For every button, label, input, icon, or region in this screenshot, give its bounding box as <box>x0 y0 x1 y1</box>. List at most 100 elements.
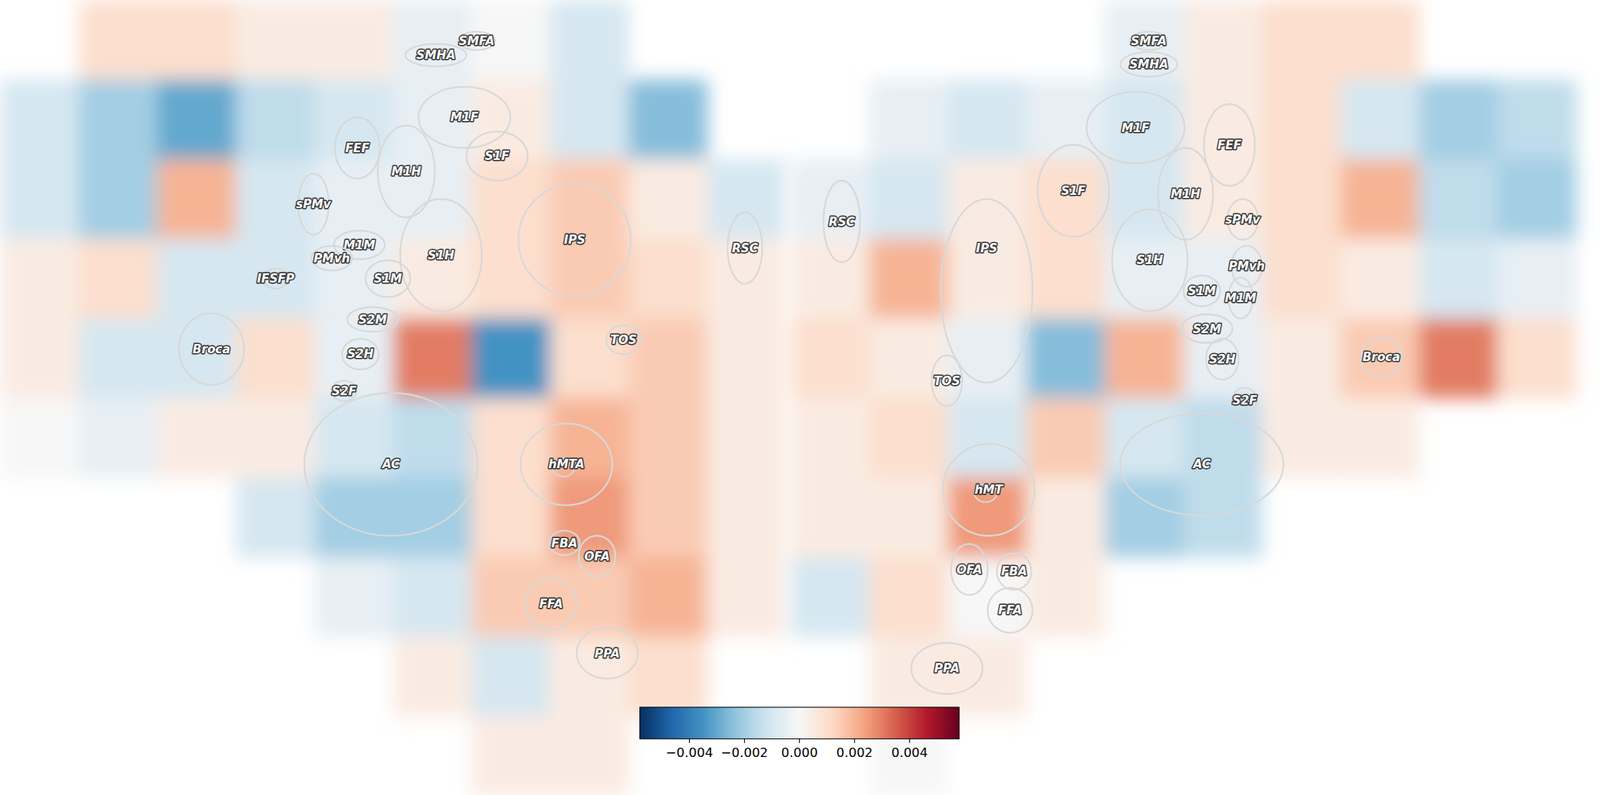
roi-outline <box>1086 91 1185 163</box>
cell <box>948 79 1028 160</box>
cell <box>235 0 316 80</box>
cell <box>157 159 237 239</box>
cell <box>393 636 473 717</box>
roi-label: S1F <box>1060 183 1086 198</box>
roi-outline <box>1130 31 1168 51</box>
cell <box>235 79 316 160</box>
roi-outline <box>365 259 411 297</box>
cell <box>1497 159 1577 239</box>
cell <box>393 398 473 478</box>
roi-outline <box>942 443 1035 536</box>
cell <box>1419 159 1499 239</box>
cell <box>628 636 708 717</box>
cell <box>314 557 394 638</box>
roi-label: sPMv <box>1225 212 1261 227</box>
cell <box>235 477 316 558</box>
roi-label: AC <box>381 457 400 471</box>
cell <box>1026 398 1106 478</box>
cell <box>628 557 708 638</box>
roi-outline <box>931 354 963 406</box>
cell <box>1026 238 1106 319</box>
roi-label: RSC <box>731 241 759 256</box>
cell <box>157 0 237 80</box>
roi-outline <box>987 587 1033 633</box>
roi-label: TOS <box>610 332 638 347</box>
cell <box>1183 0 1263 80</box>
roi-outline <box>576 626 638 679</box>
cell <box>869 79 949 160</box>
cell <box>1419 238 1499 319</box>
cell <box>550 159 630 239</box>
roi-label: S1M <box>374 271 402 286</box>
cell <box>1340 238 1420 319</box>
cell <box>1419 79 1499 160</box>
roi-label: M1H <box>391 164 422 179</box>
cell <box>471 398 551 478</box>
cell <box>550 716 630 795</box>
tick <box>909 738 911 743</box>
roi-outline <box>1205 338 1239 380</box>
tick <box>799 738 800 743</box>
roi-label: TOS <box>933 374 960 388</box>
roi-outline <box>727 211 763 284</box>
roi-outline <box>400 198 482 312</box>
cell <box>1183 238 1263 319</box>
cell <box>1340 398 1420 478</box>
cell <box>1340 79 1420 160</box>
cell <box>0 318 80 399</box>
roi-outline <box>1120 412 1284 515</box>
roi-label: FBA <box>1000 564 1028 579</box>
roi-label: S2M <box>358 312 387 327</box>
tick-label: 0.002 <box>836 744 873 760</box>
cell <box>1104 398 1185 478</box>
cell <box>869 238 949 319</box>
cell <box>790 398 870 478</box>
roi-label: Broca <box>1362 349 1401 364</box>
cell <box>706 477 787 558</box>
roi-outline <box>549 530 580 556</box>
roi-label: FFA <box>539 596 563 611</box>
roi-label: PMvh <box>1228 259 1265 274</box>
roi-outline <box>520 423 613 506</box>
cell <box>471 477 551 558</box>
roi-outline <box>1361 336 1403 378</box>
roi-outline <box>823 180 860 263</box>
roi-label: M1F <box>450 110 480 125</box>
cell <box>1340 318 1420 399</box>
cell <box>550 477 630 558</box>
cell <box>869 636 949 717</box>
cell <box>869 159 949 239</box>
roi-outline <box>405 44 467 67</box>
cell <box>0 238 80 319</box>
cell <box>235 238 316 319</box>
roi-label: S1H <box>427 248 454 263</box>
cell <box>628 79 708 160</box>
cell <box>1261 238 1341 319</box>
roi-outline <box>1111 208 1188 311</box>
cell <box>1026 557 1106 638</box>
roi-label: SMFA <box>1131 34 1168 49</box>
cell <box>706 318 787 399</box>
roi-label: S2H <box>1208 352 1236 367</box>
roi-label: sPMv <box>296 197 333 212</box>
cell <box>628 318 708 399</box>
roi-outline <box>178 313 244 385</box>
roi-outline <box>997 552 1033 589</box>
roi-label: S1F <box>484 148 510 163</box>
roi-outline <box>910 642 983 694</box>
roi-label: SMHA <box>1129 57 1168 72</box>
roi-label: FBA <box>551 536 579 551</box>
cell <box>948 477 1028 558</box>
cell <box>235 398 316 478</box>
roi-outline <box>304 392 478 536</box>
cell <box>1340 0 1420 80</box>
roi-label: IFSFP <box>256 271 295 286</box>
cell <box>790 238 870 319</box>
roi-label: IPS <box>564 232 586 247</box>
roi-label: S2M <box>1192 322 1221 336</box>
roi-outline <box>1232 387 1258 413</box>
hemisphere <box>790 0 1577 795</box>
roi-outline <box>578 535 616 577</box>
cell <box>1419 318 1499 399</box>
cell <box>471 636 551 717</box>
